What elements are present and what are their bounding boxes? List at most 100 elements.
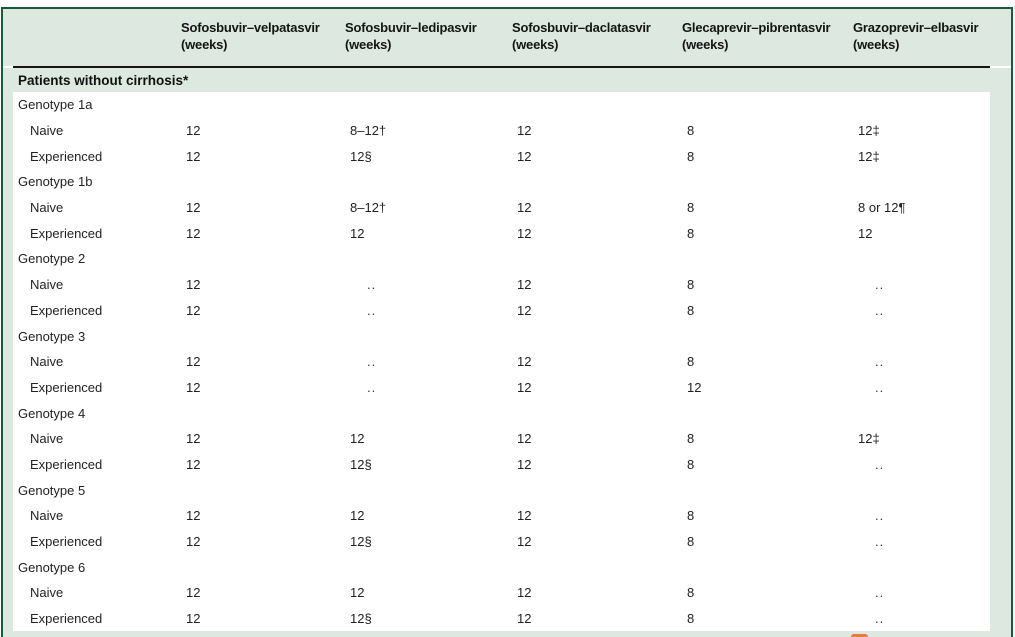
row-label: Naive <box>30 585 64 601</box>
cell-value: 8 <box>687 200 695 216</box>
row-label: Experienced <box>30 379 103 395</box>
cell-value: 8–12† <box>350 200 387 216</box>
table-row: Naive 12.. 12 8.. <box>13 272 990 298</box>
cell-value: 12 <box>186 585 201 601</box>
table-body-frame: Genotype 1a Naive 12 8–12† 12 8 12‡ Experienced… <box>3 92 1011 632</box>
section-header-label: Patients without cirrhosis* <box>18 72 189 88</box>
cell-value: 12 <box>350 585 365 601</box>
cell-value: 12‡ <box>858 431 880 447</box>
cell-value: 12 <box>517 431 532 447</box>
cell-value: 12 <box>186 456 201 472</box>
cell-value: 12 <box>517 379 532 395</box>
cell-value: 8 or 12¶ <box>858 200 906 216</box>
cell-value: 12 <box>186 508 201 524</box>
row-label: Experienced <box>30 611 103 627</box>
cell-value: 12 <box>517 225 532 241</box>
next-section-band-cutoff <box>3 631 1011 637</box>
genotype-group-row: Genotype 2 <box>13 246 990 272</box>
cell-value: 8 <box>687 585 695 601</box>
cell-value: 12 <box>517 508 532 524</box>
cell-value: 12 <box>186 277 201 293</box>
cell-value: 8 <box>687 123 695 139</box>
cell-value: 12§ <box>350 148 372 164</box>
cell-value: 12 <box>186 225 201 241</box>
cell-value: 12‡ <box>858 148 880 164</box>
row-label-column-header <box>13 19 181 53</box>
cell-value: 12 <box>186 611 201 627</box>
genotype-group-label: Genotype 5 <box>18 482 86 498</box>
treatment-duration-table: Sofosbuvir–velpatasvir (weeks) Sofosbuvir–… <box>1 7 1013 637</box>
cell-value: 12 <box>517 277 532 293</box>
table-row: Experienced 12 12§ 12 8.. <box>13 606 990 632</box>
genotype-group-row: Genotype 6 <box>13 554 990 580</box>
genotype-group-row: Genotype 3 <box>13 323 990 349</box>
cell-value: .. <box>875 611 885 627</box>
cell-value: .. <box>875 379 885 395</box>
row-label: Naive <box>30 508 64 524</box>
cell-value: 8 <box>687 431 695 447</box>
cell-value: 12 <box>517 123 532 139</box>
table-header-row: Sofosbuvir–velpatasvir (weeks) Sofosbuvir–… <box>3 9 1011 66</box>
cell-value: .. <box>367 379 377 395</box>
row-label: Naive <box>30 431 64 447</box>
cell-value: 12 <box>517 611 532 627</box>
genotype-group-row: Genotype 1b <box>13 169 990 195</box>
genotype-group-row: Genotype 1a <box>13 92 990 118</box>
row-label: Naive <box>30 200 64 216</box>
table-row: Experienced 12 12§ 12 8.. <box>13 529 990 555</box>
genotype-group-label: Genotype 4 <box>18 405 86 421</box>
header-divider <box>13 66 990 68</box>
row-label: Experienced <box>30 302 103 318</box>
cell-value: 12 <box>186 148 201 164</box>
column-header: Sofosbuvir–velpatasvir (weeks) <box>181 20 320 52</box>
cell-value: 12§ <box>350 456 372 472</box>
row-label: Naive <box>30 354 64 370</box>
row-label: Experienced <box>30 456 103 472</box>
cutoff-annotation-mark <box>851 634 868 637</box>
table-row: Naive 12 8–12† 12 8 8 or 12¶ <box>13 195 990 221</box>
table-row: Experienced 12 12 12 8 12 <box>13 220 990 246</box>
cell-value: .. <box>367 354 377 370</box>
cell-value: 8 <box>687 456 695 472</box>
cell-value: 12 <box>186 123 201 139</box>
cell-value: 12 <box>186 200 201 216</box>
genotype-group-label: Genotype 6 <box>18 559 86 575</box>
cell-value: 12 <box>186 302 201 318</box>
row-label: Experienced <box>30 148 103 164</box>
cell-value: .. <box>875 456 885 472</box>
table-row: Experienced 12 12§ 12 8 12‡ <box>13 143 990 169</box>
cell-value: 12‡ <box>858 123 880 139</box>
row-label: Experienced <box>30 534 103 550</box>
cell-value: 12 <box>350 225 365 241</box>
genotype-group-label: Genotype 3 <box>18 328 86 344</box>
cell-value: 8 <box>687 148 695 164</box>
column-header: Sofosbuvir–daclatasvir (weeks) <box>512 20 651 52</box>
table-row: Experienced 12.. 12 8.. <box>13 298 990 324</box>
cell-value: .. <box>875 585 885 601</box>
header-grid: Sofosbuvir–velpatasvir (weeks) Sofosbuvir–… <box>13 19 990 53</box>
cell-value: 12 <box>186 354 201 370</box>
cell-value: .. <box>875 508 885 524</box>
cell-value: 8 <box>687 354 695 370</box>
cell-value: 12 <box>186 379 201 395</box>
table-row: Experienced 12.. 12 12.. <box>13 375 990 401</box>
cell-value: .. <box>367 277 377 293</box>
cell-value: 12§ <box>350 534 372 550</box>
cell-value: 12 <box>350 431 365 447</box>
cell-value: 8 <box>687 534 695 550</box>
cell-value: .. <box>875 277 885 293</box>
table-body: Genotype 1a Naive 12 8–12† 12 8 12‡ Experienced… <box>13 92 990 632</box>
cell-value: .. <box>875 354 885 370</box>
cell-value: 12 <box>350 508 365 524</box>
genotype-group-label: Genotype 1a <box>18 97 93 113</box>
cell-value: 12 <box>517 200 532 216</box>
cell-value: 12 <box>517 302 532 318</box>
cell-value: .. <box>875 302 885 318</box>
cell-value: 8 <box>687 508 695 524</box>
cell-value: .. <box>367 302 377 318</box>
table-row: Naive 12.. 12 8.. <box>13 349 990 375</box>
genotype-group-row: Genotype 4 <box>13 400 990 426</box>
table-row: Naive 12 12 12 8 12‡ <box>13 426 990 452</box>
column-header: Grazoprevir–elbasvir (weeks) <box>853 20 979 52</box>
